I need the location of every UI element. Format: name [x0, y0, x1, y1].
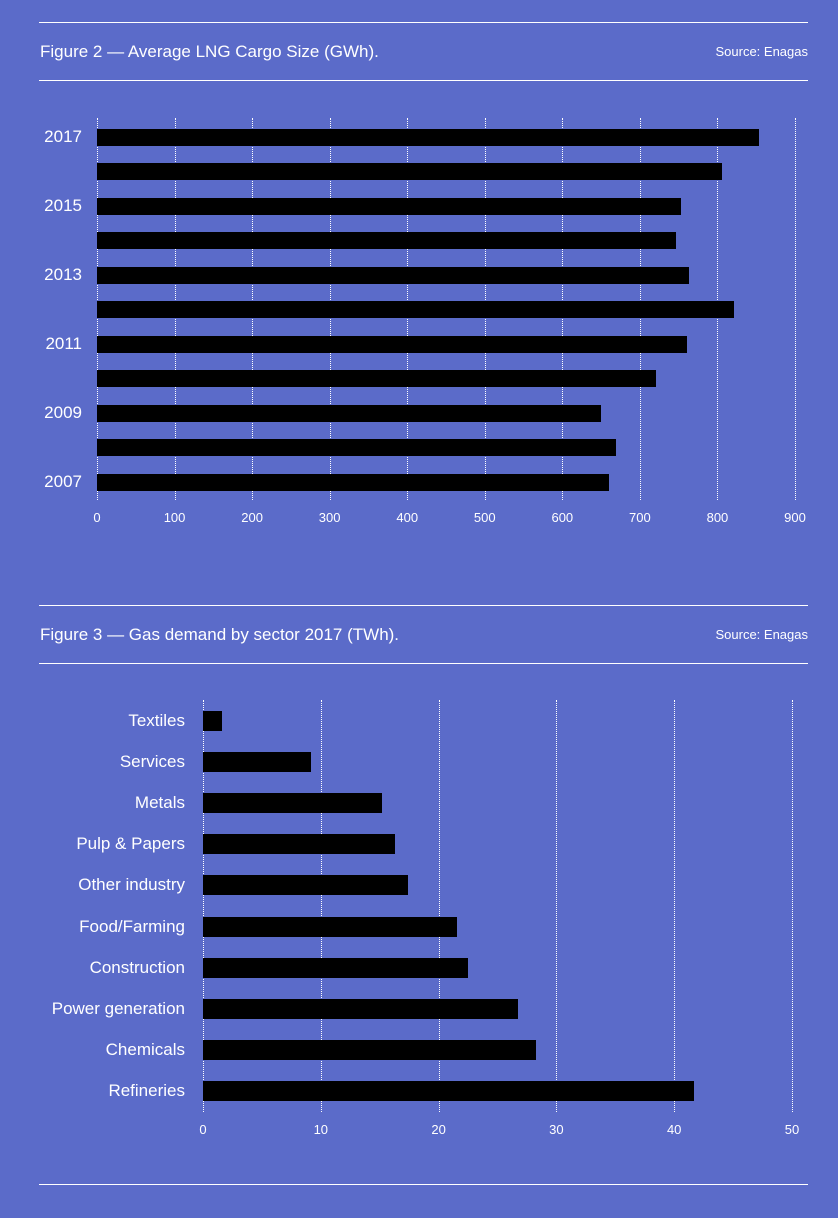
category-label: Power generation — [51, 998, 185, 1018]
bar-textiles — [203, 711, 222, 731]
bar-2010 — [97, 370, 657, 387]
category-label: 2011 — [45, 334, 82, 353]
x-tick-label: 40 — [666, 1122, 682, 1137]
bar-2008 — [97, 439, 616, 456]
gridline — [556, 700, 558, 1112]
x-tick-label: 700 — [629, 510, 651, 525]
bar-chemicals — [203, 1039, 537, 1060]
x-tick-label: 500 — [473, 510, 496, 525]
bar-2017 — [97, 128, 759, 146]
x-tick-label: 600 — [551, 510, 574, 525]
x-tick-label: 200 — [241, 510, 263, 525]
x-tick-label: 300 — [318, 510, 341, 525]
bar-2016 — [97, 163, 723, 180]
bar-2009 — [97, 404, 602, 422]
page-bottom-rule — [39, 1184, 808, 1185]
bar-services — [203, 752, 312, 773]
x-tick-label: 0 — [199, 1122, 207, 1137]
x-tick-label: 400 — [396, 510, 419, 525]
x-tick-label: 10 — [313, 1122, 329, 1137]
x-tick-label: 0 — [93, 510, 101, 525]
bar-refineries — [203, 1080, 695, 1101]
x-tick-label: 30 — [549, 1122, 564, 1137]
bar-2014 — [97, 232, 676, 249]
gridline — [320, 700, 322, 1112]
top-rule-fig3 — [39, 605, 808, 606]
figure2-source: Source: Enagas — [715, 44, 808, 59]
category-label: Food/Farming — [79, 916, 185, 936]
bar-2013 — [97, 266, 689, 284]
bar-2015 — [97, 197, 681, 215]
category-label: Services — [119, 752, 185, 772]
gridline — [795, 118, 796, 500]
category-label: Pulp & Papers — [76, 834, 185, 854]
category-label: 2009 — [44, 403, 82, 422]
gridline — [792, 700, 793, 1112]
category-label: Other industry — [78, 875, 185, 895]
bar-other-industry — [203, 875, 408, 896]
bottom-rule-fig3 — [39, 663, 808, 664]
x-tick-label: 100 — [163, 510, 186, 525]
top-rule-fig2 — [39, 22, 808, 23]
bar-2011 — [97, 335, 688, 353]
category-label: Chemicals — [105, 1039, 185, 1059]
gridline — [203, 700, 204, 1112]
bar-construction — [203, 957, 469, 978]
x-tick-label: 20 — [431, 1122, 446, 1137]
category-label: Metals — [134, 793, 185, 813]
category-label: 2015 — [44, 196, 82, 215]
x-tick-label: 900 — [784, 510, 806, 525]
category-label: Refineries — [108, 1080, 185, 1100]
category-label: 2007 — [44, 472, 82, 491]
category-label: Construction — [89, 957, 185, 977]
bar-metals — [203, 793, 383, 814]
bar-2007 — [97, 473, 609, 491]
x-tick-label: 800 — [706, 510, 729, 525]
category-label: 2017 — [44, 127, 82, 146]
category-label: 2013 — [44, 265, 82, 284]
bar-pulp-papers — [203, 834, 395, 855]
bottom-rule-fig2 — [39, 80, 808, 81]
bar-2012 — [97, 301, 734, 318]
gridline — [438, 700, 440, 1112]
category-label: Textiles — [128, 711, 185, 730]
bar-power-generation — [203, 998, 518, 1019]
gridline — [674, 700, 676, 1112]
figure3-title: Figure 3 — Gas demand by sector 2017 (TW… — [40, 625, 400, 644]
bar-food-farming — [203, 916, 458, 937]
x-tick-label: 50 — [784, 1122, 800, 1137]
figure3-source: Source: Enagas — [715, 627, 808, 642]
figure2-title: Figure 2 — Average LNG Cargo Size (GWh). — [40, 42, 379, 61]
